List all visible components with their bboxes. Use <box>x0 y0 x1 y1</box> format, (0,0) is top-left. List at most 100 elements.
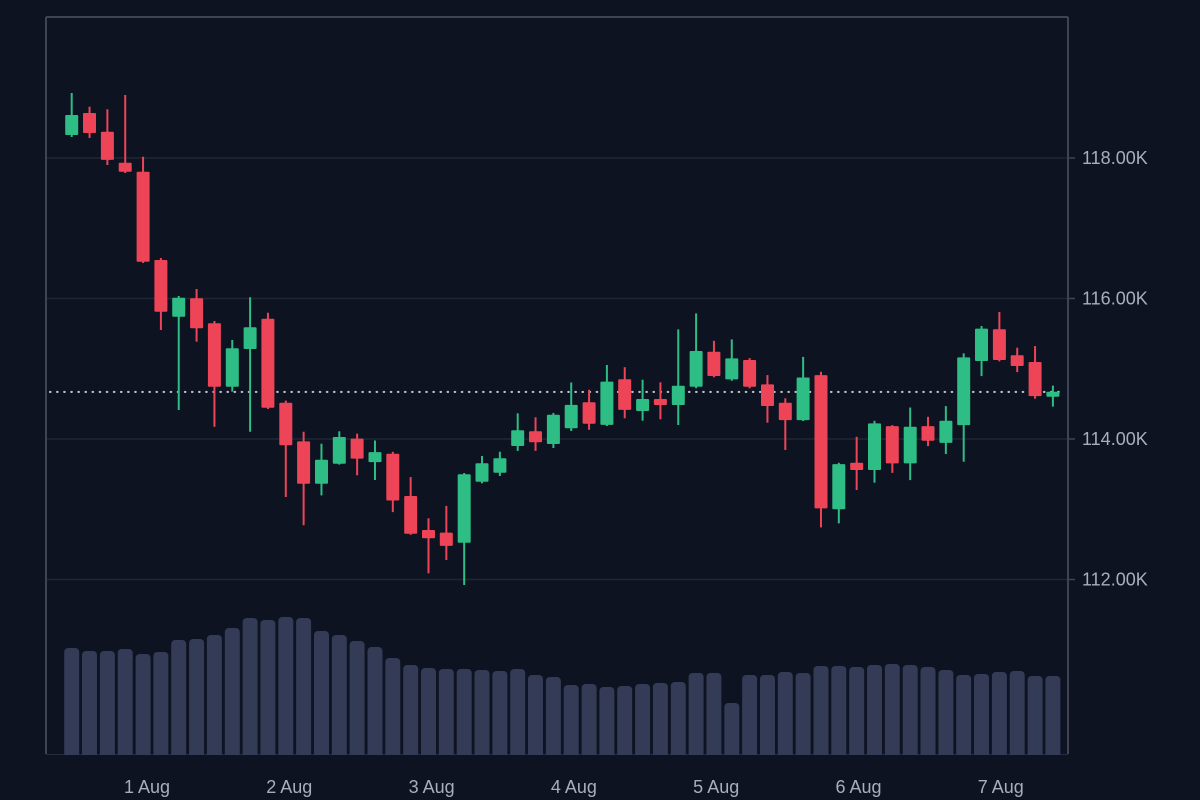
candle-body-down <box>422 530 435 539</box>
candles-layer[interactable] <box>65 93 1060 585</box>
candle-body-up <box>796 377 810 421</box>
volume-bar <box>456 669 472 759</box>
candle-body-down <box>707 351 721 376</box>
volume-bar <box>153 652 169 759</box>
candle-body-up <box>957 357 971 426</box>
candle-body-up <box>368 452 382 463</box>
candle-body-up <box>457 474 471 543</box>
volume-baseline-mask <box>47 755 1067 763</box>
volume-bar <box>206 635 222 759</box>
candle-body-down <box>404 496 418 534</box>
candle-body-up <box>868 423 881 470</box>
volume-bar <box>349 641 365 759</box>
volume-bar <box>652 683 668 759</box>
candle-body-down <box>279 402 293 446</box>
volume-bar <box>64 648 80 759</box>
y-axis-tick-label: 114.00K <box>1082 429 1148 449</box>
candle-body-down <box>439 532 453 546</box>
volume-bar <box>135 654 151 759</box>
volume-bar <box>278 617 294 759</box>
volume-bar <box>492 671 508 759</box>
candle-body-up <box>689 351 703 387</box>
volume-bar <box>742 675 758 759</box>
candle-body-up <box>832 464 846 510</box>
volume-pane[interactable] <box>64 617 1061 759</box>
candle-body-down <box>100 131 114 160</box>
candle-body-down <box>814 375 828 509</box>
x-axis-tick-label: 6 Aug <box>835 777 881 797</box>
candle-body-down <box>136 171 150 262</box>
volume-bar <box>617 686 633 759</box>
candle-body-up <box>546 414 560 444</box>
volume-bar <box>242 618 258 759</box>
candle-body-down <box>850 462 864 470</box>
candle-body-up <box>600 381 614 425</box>
volume-bar <box>1045 676 1061 759</box>
candle-body-down <box>386 453 400 501</box>
volume-bar <box>956 675 972 759</box>
volume-bar <box>189 639 205 759</box>
y-axis-tick-label: 116.00K <box>1082 289 1148 309</box>
candle-body-up <box>475 463 489 482</box>
volume-bar <box>849 667 865 759</box>
candle-body-down <box>992 329 1006 360</box>
volume-bar <box>117 649 133 759</box>
candle-body-down <box>921 426 935 441</box>
volume-bar <box>795 673 811 759</box>
volume-bar <box>777 672 793 759</box>
candle-body-down <box>261 318 275 408</box>
candle-body-up <box>65 115 79 135</box>
volume-bar <box>724 703 740 759</box>
candle-body-up <box>243 327 257 349</box>
candle-body-down <box>118 162 132 172</box>
candle-body-up <box>725 358 739 380</box>
volume-bar <box>760 675 775 759</box>
volume-bar <box>171 640 187 759</box>
volume-bar <box>314 631 329 759</box>
candle-body-down <box>297 441 311 484</box>
candle-body-down <box>1010 355 1024 366</box>
volume-bar <box>421 668 436 759</box>
volume-bar <box>938 670 954 759</box>
volume-bar <box>528 675 543 759</box>
candle-body-down <box>743 360 757 387</box>
candle-body-up <box>315 459 328 484</box>
volume-bar <box>296 618 312 759</box>
candle-body-down <box>1028 362 1042 397</box>
volume-bar <box>670 682 686 759</box>
candle-body-up <box>671 385 685 405</box>
x-axis-tick-label: 7 Aug <box>978 777 1024 797</box>
volume-bar <box>688 673 704 759</box>
price-axis[interactable]: 118.00K 116.00K 114.00K 112.00K <box>1068 148 1148 590</box>
volume-bar <box>884 664 900 759</box>
x-axis-tick-label: 2 Aug <box>266 777 312 797</box>
candle-body-down <box>207 323 221 387</box>
candle-body-down <box>761 384 774 406</box>
candle-body-up <box>225 348 239 387</box>
candle-body-up <box>511 430 525 446</box>
volume-bar <box>474 670 490 759</box>
candle-body-down <box>83 113 96 133</box>
candle-body-down <box>154 260 168 312</box>
volume-bar <box>224 628 240 759</box>
volume-bar <box>974 674 989 759</box>
y-axis-tick-label: 118.00K <box>1082 148 1148 168</box>
y-axis-tick-label: 112.00K <box>1082 570 1148 590</box>
volume-bar <box>706 673 722 759</box>
volume-bar <box>99 651 115 759</box>
volume-bar <box>831 666 847 759</box>
candle-body-up <box>332 437 346 464</box>
x-axis-tick-label: 4 Aug <box>551 777 597 797</box>
candle-body-up <box>1046 391 1060 397</box>
volume-bar <box>331 635 347 759</box>
volume-bar <box>902 665 918 759</box>
time-axis[interactable]: 1 Aug 2 Aug 3 Aug 4 Aug 5 Aug 6 Aug 7 Aug <box>124 777 1024 797</box>
x-axis-tick-label: 5 Aug <box>693 777 739 797</box>
candle-body-up <box>939 420 953 443</box>
candle-body-down <box>618 379 632 410</box>
volume-bar <box>991 672 1007 759</box>
volume-bar <box>510 669 526 759</box>
candle-body-up <box>636 399 650 411</box>
